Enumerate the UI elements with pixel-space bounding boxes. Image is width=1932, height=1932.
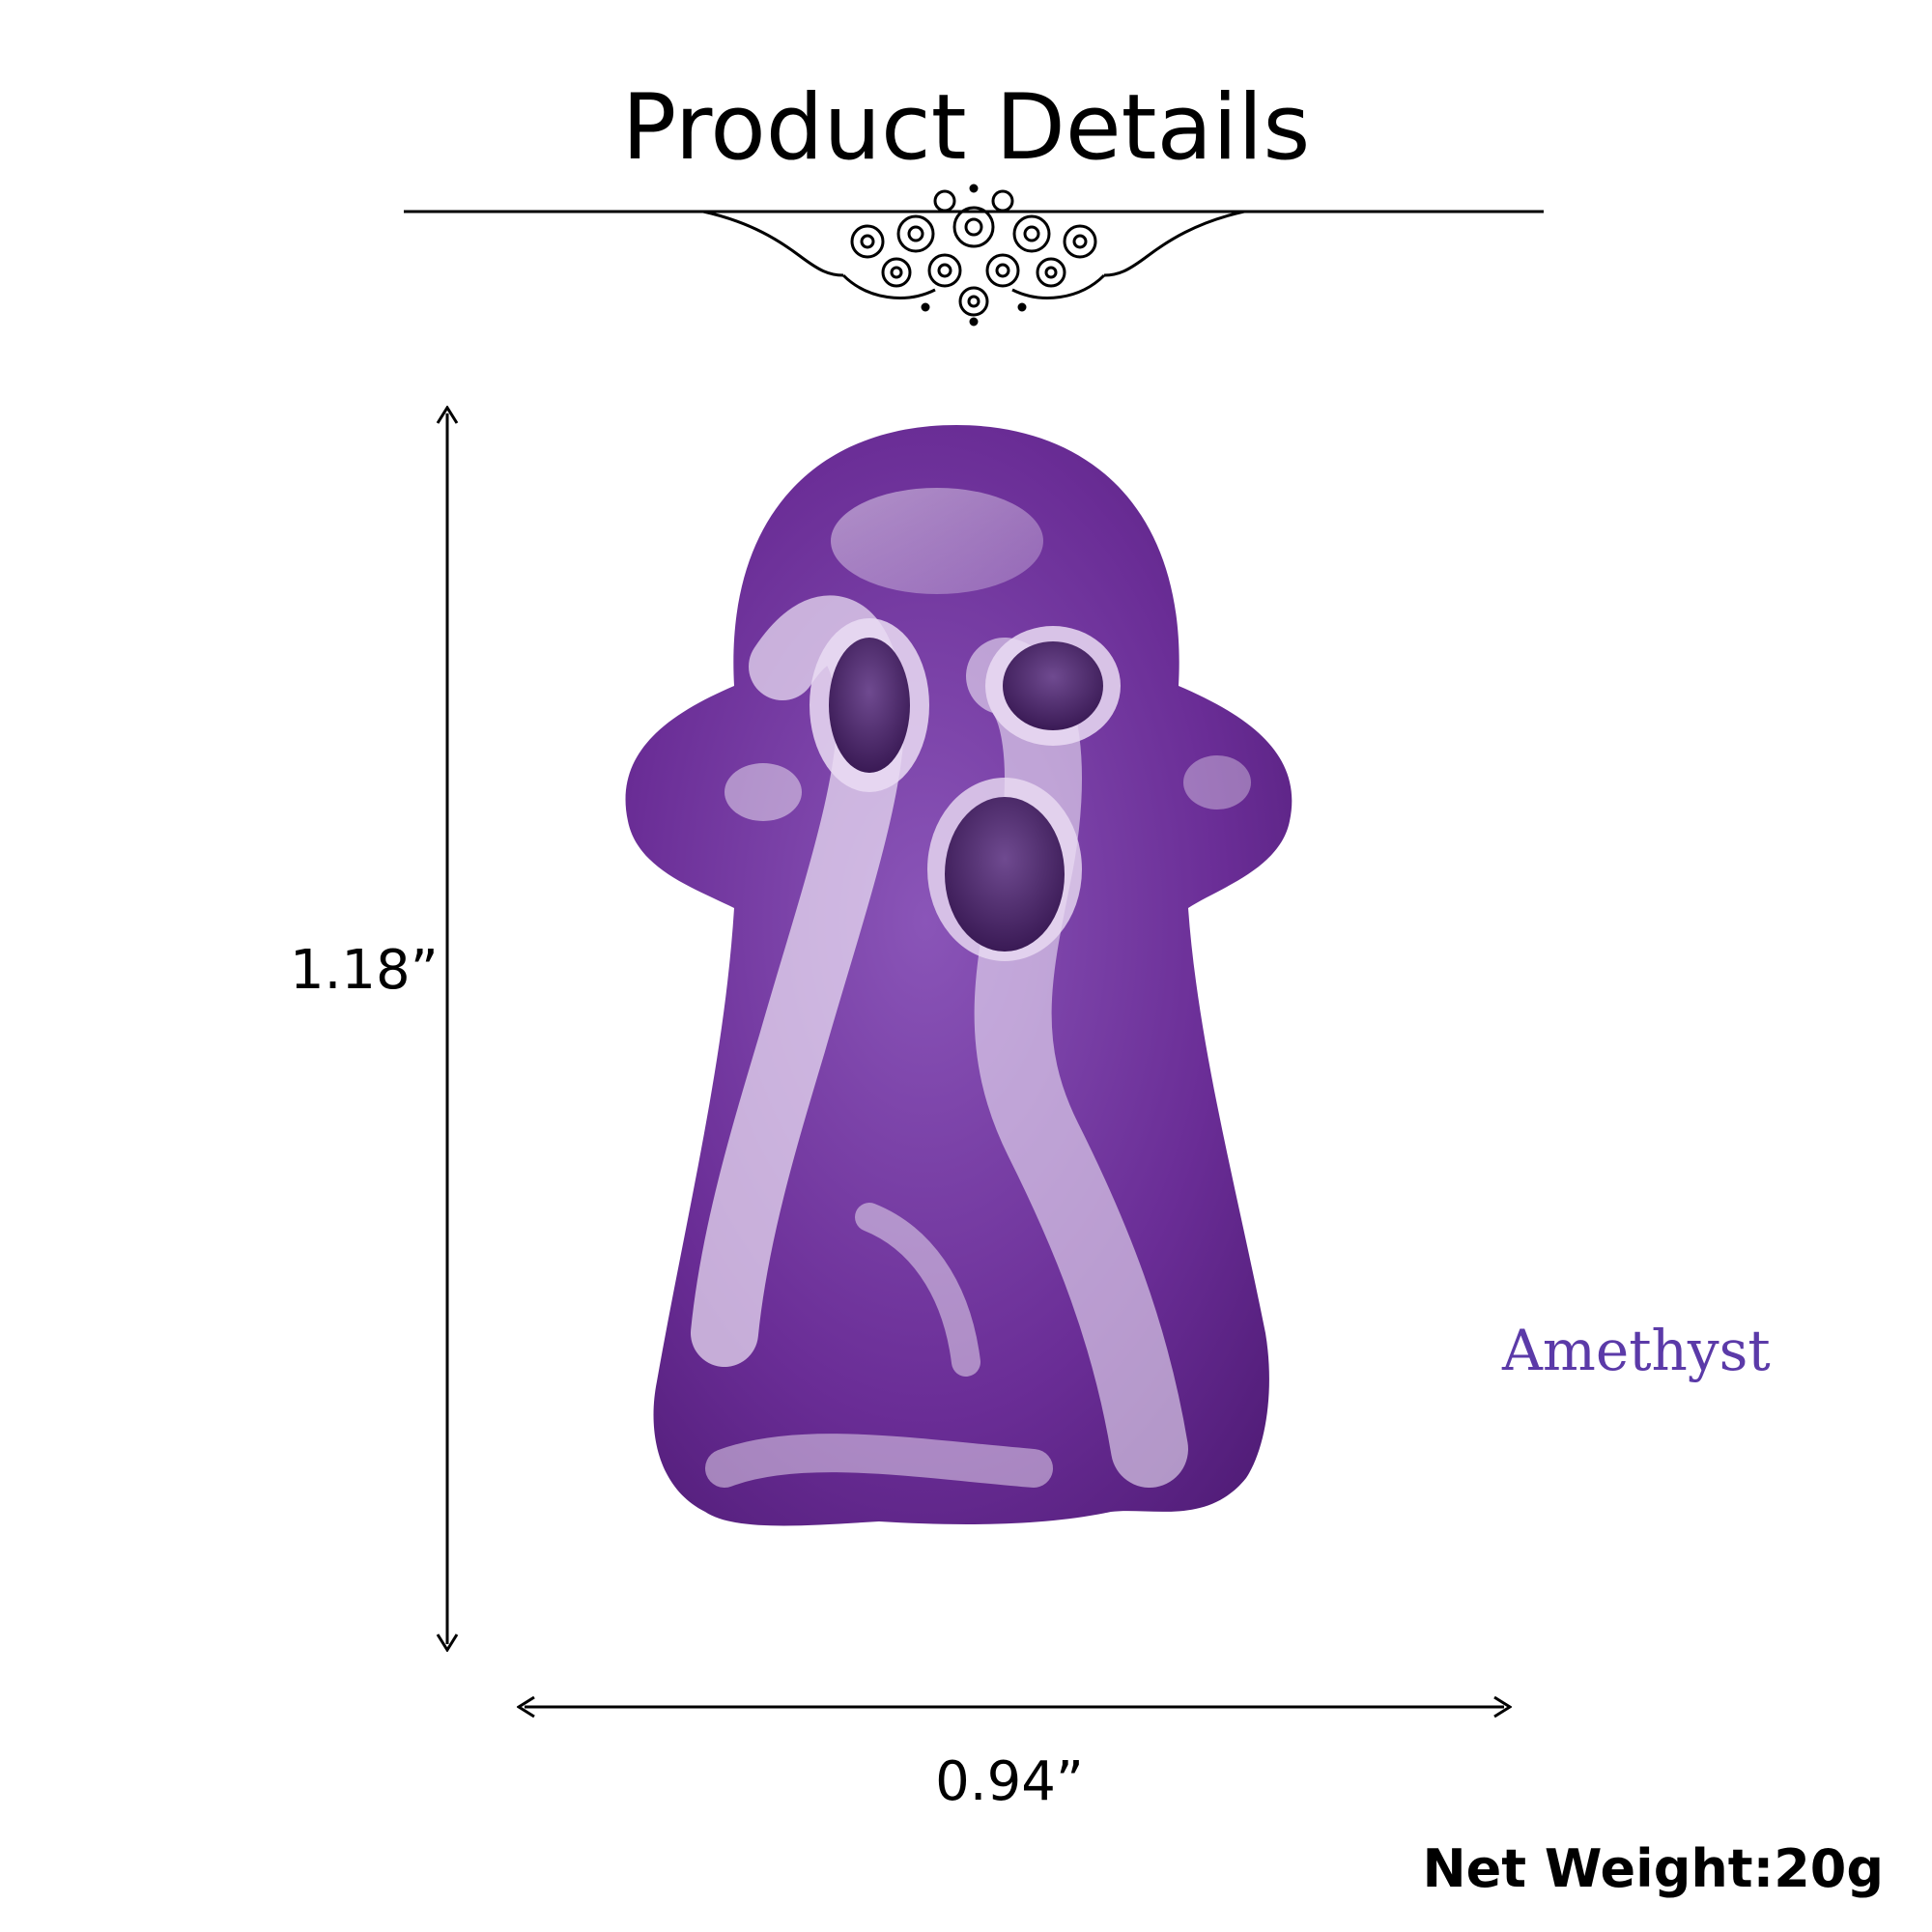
page-title: Product Details <box>621 75 1311 181</box>
height-dimension-label: 1.18” <box>290 939 439 1002</box>
width-dimension-arrow-icon <box>517 1695 1512 1719</box>
material-label: Amethyst <box>1502 1318 1771 1383</box>
height-dimension-arrow-icon <box>436 406 459 1652</box>
net-weight-label: Net Weight:20g <box>1422 1838 1884 1899</box>
ornamental-divider-icon <box>404 184 1544 327</box>
width-dimension-label: 0.94” <box>935 1750 1084 1813</box>
amethyst-ghost-figurine-image <box>625 425 1293 1526</box>
